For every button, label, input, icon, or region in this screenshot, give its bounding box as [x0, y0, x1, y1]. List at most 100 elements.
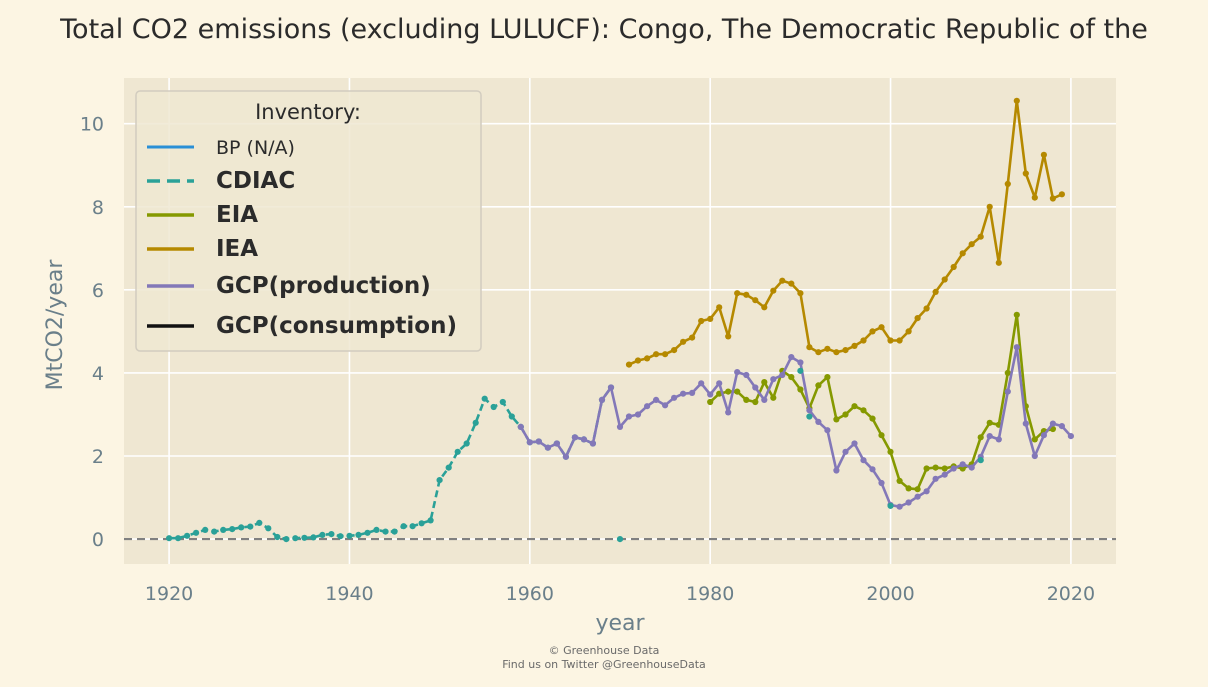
data-point-gcp-production- [1013, 344, 1020, 351]
data-point-gcp-production- [869, 466, 876, 473]
data-point-eia [860, 407, 867, 414]
data-point-iea [815, 349, 822, 356]
data-point-iea [707, 315, 714, 322]
data-point-gcp-production- [517, 423, 524, 430]
data-point-iea [671, 347, 678, 354]
data-point-iea [896, 337, 903, 344]
data-point-gcp-production- [788, 354, 795, 361]
data-point-gcp-production- [950, 465, 957, 472]
data-point-gcp-production- [653, 396, 660, 403]
data-point-gcp-production- [770, 376, 777, 383]
data-point-gcp-production- [544, 444, 552, 451]
data-point-gcp-production- [905, 499, 912, 506]
data-point-cdiac [265, 525, 272, 532]
data-point-gcp-production- [571, 434, 579, 441]
x-tick-label: 1980 [686, 583, 734, 605]
data-point-cdiac [616, 536, 624, 543]
data-point-gcp-production- [995, 436, 1002, 443]
data-point-gcp-production- [662, 402, 669, 409]
data-point-eia [869, 415, 876, 422]
y-tick-label: 10 [80, 114, 104, 136]
data-point-gcp-production- [860, 457, 867, 464]
data-point-gcp-production- [1031, 452, 1038, 460]
footer-credit: © Greenhouse Data [549, 644, 660, 657]
data-point-cdiac [175, 535, 182, 542]
data-point-eia [833, 416, 840, 423]
y-tick-label: 4 [92, 363, 104, 385]
data-point-iea [680, 338, 687, 345]
data-point-eia [797, 386, 804, 393]
data-point-iea [743, 291, 750, 298]
data-point-gcp-production- [634, 411, 642, 418]
legend-entries: BP (N/A) CDIAC EIA IEA GCP(production) GCP(co… [147, 137, 457, 339]
data-point-eia [743, 396, 750, 403]
data-point-cdiac [319, 531, 326, 539]
data-point-cdiac [499, 398, 506, 406]
data-point-gcp-production- [598, 396, 606, 403]
data-point-cdiac [409, 523, 416, 530]
legend-label-gcp-consumption-: GCP(consumption) [216, 313, 457, 339]
data-point-gcp-production- [526, 439, 533, 446]
data-point-gcp-production- [932, 475, 939, 482]
legend-label-gcp-production-: GCP(production) [216, 273, 431, 299]
data-point-cdiac [184, 532, 191, 539]
data-point-iea [788, 280, 795, 287]
data-point-eia [977, 434, 984, 441]
data-point-eia [878, 432, 885, 439]
data-point-iea [1031, 194, 1038, 201]
data-point-iea [1022, 170, 1029, 177]
data-point-iea [752, 297, 759, 304]
data-point-gcp-production- [743, 371, 750, 379]
data-point-gcp-production- [824, 427, 831, 434]
data-point-iea [734, 290, 741, 297]
data-point-gcp-production- [842, 448, 849, 455]
data-point-eia [761, 379, 768, 386]
data-point-gcp-production- [896, 503, 903, 510]
data-point-eia [1031, 436, 1038, 443]
data-point-eia [788, 374, 795, 381]
data-point-iea [959, 250, 966, 257]
x-tick-label: 1920 [145, 583, 193, 605]
data-point-iea [634, 357, 642, 364]
data-point-gcp-production- [761, 396, 768, 403]
data-point-gcp-production- [535, 438, 542, 445]
data-point-iea [968, 241, 975, 248]
data-point-iea [914, 315, 921, 322]
series-iea [625, 97, 1065, 368]
data-point-iea [887, 337, 894, 344]
data-point-iea [761, 304, 768, 311]
data-point-iea [923, 305, 930, 312]
data-point-eia [941, 465, 948, 472]
data-point-cdiac [481, 395, 488, 402]
data-point-cdiac [301, 534, 308, 541]
data-point-cdiac [373, 526, 380, 534]
data-point-eia [851, 403, 858, 410]
data-point-cdiac [166, 535, 173, 542]
y-tick-label: 2 [92, 446, 104, 468]
data-point-gcp-production- [698, 380, 705, 387]
data-point-cdiac [472, 419, 479, 426]
data-point-eia [824, 374, 831, 381]
data-point-iea [977, 233, 984, 240]
x-tick-label: 2020 [1047, 583, 1095, 605]
data-point-gcp-production- [734, 369, 741, 376]
data-point-iea [1004, 180, 1011, 187]
data-point-gcp-production- [553, 440, 561, 447]
data-point-gcp-production- [851, 440, 858, 447]
data-point-gcp-production- [1067, 433, 1074, 440]
data-point-cdiac [229, 526, 236, 533]
data-point-iea [698, 317, 705, 325]
data-point-cdiac [418, 520, 425, 527]
y-axis-ticks: 0 2 4 6 8 10 [80, 114, 104, 551]
data-point-iea [644, 355, 651, 362]
legend-title: Inventory: [255, 100, 361, 124]
data-point-iea [824, 345, 831, 352]
data-point-iea [725, 333, 732, 340]
data-point-cdiac [337, 533, 344, 540]
data-point-cdiac [274, 533, 281, 541]
y-axis-label: MtCO2/year [43, 259, 68, 391]
data-point-gcp-production- [752, 384, 759, 391]
data-point-eia [752, 398, 759, 406]
legend: Inventory: BP (N/A) CDIAC EIA IEA GCP(produc… [135, 90, 482, 352]
